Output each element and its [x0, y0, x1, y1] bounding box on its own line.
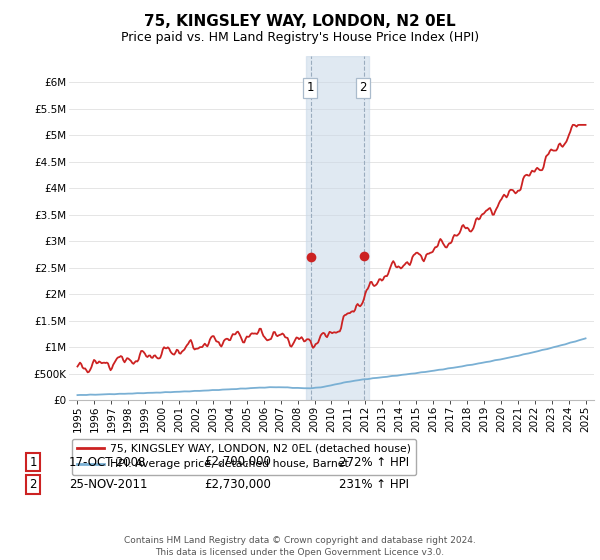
Legend: 75, KINGSLEY WAY, LONDON, N2 0EL (detached house), HPI: Average price, detached : 75, KINGSLEY WAY, LONDON, N2 0EL (detach…	[72, 438, 416, 475]
Text: 1: 1	[29, 455, 37, 469]
Bar	[306, 56, 369, 400]
Text: 2: 2	[29, 478, 37, 491]
Text: £2,730,000: £2,730,000	[204, 478, 271, 491]
Text: 25-NOV-2011: 25-NOV-2011	[69, 478, 148, 491]
Text: Contains HM Land Registry data © Crown copyright and database right 2024.
This d: Contains HM Land Registry data © Crown c…	[124, 536, 476, 557]
Text: 2: 2	[359, 81, 367, 94]
Text: Price paid vs. HM Land Registry's House Price Index (HPI): Price paid vs. HM Land Registry's House …	[121, 31, 479, 44]
Text: 272% ↑ HPI: 272% ↑ HPI	[339, 455, 409, 469]
Text: £2,700,000: £2,700,000	[204, 455, 271, 469]
Text: 17-OCT-2008: 17-OCT-2008	[69, 455, 146, 469]
Text: 1: 1	[307, 81, 314, 94]
Text: 75, KINGSLEY WAY, LONDON, N2 0EL: 75, KINGSLEY WAY, LONDON, N2 0EL	[144, 14, 456, 29]
Text: 231% ↑ HPI: 231% ↑ HPI	[339, 478, 409, 491]
